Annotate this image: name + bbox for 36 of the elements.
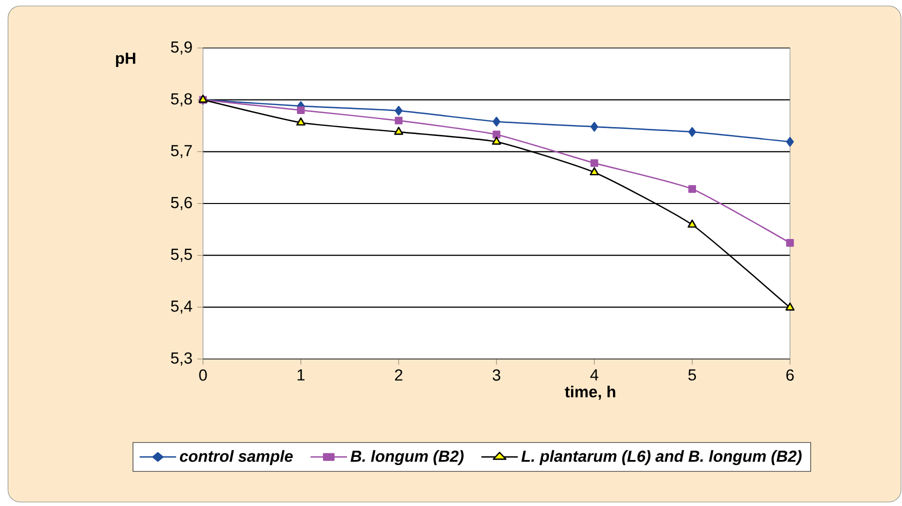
point — [492, 136, 502, 145]
point — [786, 136, 794, 147]
point — [296, 117, 306, 126]
x-tick-label: 3 — [492, 369, 500, 381]
point — [688, 220, 697, 228]
y-tick-label: 5,8 — [171, 93, 192, 106]
x-tick-label: 2 — [395, 369, 402, 381]
y-tick-label: 5,9 — [171, 41, 192, 55]
x-tick-label: 4 — [590, 369, 598, 380]
point — [688, 185, 696, 193]
point — [688, 127, 696, 137]
x-axis-title: time, h — [564, 386, 616, 400]
y-tick-label: 5,4 — [171, 300, 192, 314]
point — [786, 239, 794, 247]
y-tick-label: 5,7 — [171, 145, 192, 158]
point — [492, 116, 500, 126]
point — [590, 122, 598, 132]
y-axis-title: pH — [116, 52, 136, 68]
point — [296, 106, 305, 114]
x-tick-label: 0 — [199, 369, 207, 381]
point — [394, 106, 402, 116]
x-tick-label: 6 — [786, 369, 794, 381]
point — [394, 116, 403, 124]
legend-label: L. plantarum (L6) and B. longum (B2) — [521, 450, 802, 466]
x-tick-label: 5 — [688, 369, 696, 381]
legend-label: B. longum (B2) — [350, 450, 464, 466]
y-tick-label: 5,5 — [171, 248, 192, 262]
point — [492, 130, 500, 138]
point — [590, 167, 599, 176]
y-tick-label: 5,3 — [171, 352, 192, 366]
y-tick-label: 5,6 — [171, 196, 192, 210]
legend-label: control sample — [180, 450, 293, 466]
x-tick-label: 1 — [298, 369, 305, 380]
point — [394, 126, 404, 135]
point — [590, 159, 598, 167]
point — [785, 302, 795, 311]
